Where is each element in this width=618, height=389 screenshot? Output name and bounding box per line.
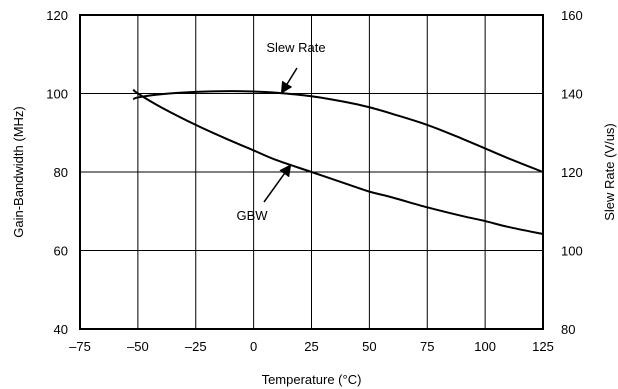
y-left-tick-label: 100 [46, 87, 68, 102]
y-right-tick-label: 100 [561, 244, 583, 259]
y-right-tick-label: 140 [561, 87, 583, 102]
x-tick-label: 50 [362, 339, 376, 354]
x-axis-label: Temperature (°C) [262, 372, 362, 387]
annotation-label: Slew Rate [266, 40, 325, 55]
annotations: Slew Rate GBW [236, 40, 325, 223]
series-lines [132, 88, 544, 235]
annotation-arrow [280, 67, 298, 95]
x-tick-label: 100 [474, 339, 496, 354]
y-right-tick-label: 120 [561, 165, 583, 180]
annotation-label: GBW [236, 208, 268, 223]
series-line-gbw [132, 88, 544, 235]
x-tick-label: –25 [185, 339, 207, 354]
y-axis-left-label: Gain-Bandwidth (MHz) [11, 106, 26, 238]
y-left-tick-label: 80 [54, 165, 68, 180]
tick-labels: –75 –50 –25 0 25 50 75 100 125 40 60 80 100 120 80 100 1… [46, 8, 582, 354]
y-right-tick-label: 160 [561, 8, 583, 23]
x-tick-label: 75 [420, 339, 434, 354]
y-axis-right-label: Slew Rate (V/us) [602, 123, 617, 221]
y-left-tick-label: 60 [54, 244, 68, 259]
x-tick-label: 0 [250, 339, 257, 354]
y-right-tick-label: 80 [561, 322, 575, 337]
x-tick-label: –75 [69, 339, 91, 354]
x-tick-label: 125 [532, 339, 554, 354]
x-tick-label: –50 [127, 339, 149, 354]
annotation-arrow [263, 164, 292, 203]
x-tick-label: 25 [304, 339, 318, 354]
y-left-tick-label: 120 [46, 8, 68, 23]
plot-frame [79, 14, 544, 330]
y-left-tick-label: 40 [54, 322, 68, 337]
series-line-slew-rate [132, 90, 544, 173]
